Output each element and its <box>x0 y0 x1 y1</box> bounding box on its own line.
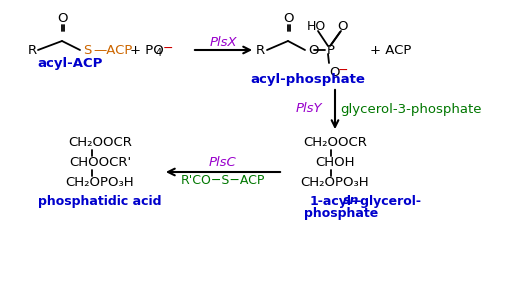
Text: R'CO−S−ACP: R'CO−S−ACP <box>181 174 265 188</box>
Text: —ACP: —ACP <box>93 44 132 56</box>
Text: CH₂OOCR: CH₂OOCR <box>68 137 132 149</box>
Text: CH₂OOCR: CH₂OOCR <box>303 137 367 149</box>
Text: CH₂OPO₃H: CH₂OPO₃H <box>301 177 369 189</box>
Text: PlsC: PlsC <box>209 156 237 170</box>
Text: CHOOCR': CHOOCR' <box>69 156 131 170</box>
Text: PlsX: PlsX <box>209 35 237 48</box>
Text: phosphatidic acid: phosphatidic acid <box>38 195 162 207</box>
Text: PlsY: PlsY <box>295 102 322 116</box>
Text: −: − <box>163 41 173 55</box>
Text: S: S <box>83 44 92 56</box>
Text: CH₂OPO₃H: CH₂OPO₃H <box>65 177 134 189</box>
Text: -glycerol-: -glycerol- <box>355 195 421 207</box>
Text: O: O <box>57 13 67 26</box>
Text: sn: sn <box>343 195 360 207</box>
Text: glycerol-3-phosphate: glycerol-3-phosphate <box>340 102 481 116</box>
Text: P: P <box>327 44 335 56</box>
Text: CHOH: CHOH <box>315 156 355 170</box>
Text: −: − <box>338 63 348 77</box>
Text: O: O <box>338 20 348 33</box>
Text: O: O <box>308 44 319 56</box>
Text: O: O <box>282 13 293 26</box>
Text: + PO: + PO <box>130 44 164 56</box>
Text: acyl-ACP: acyl-ACP <box>37 56 103 70</box>
Text: R: R <box>255 44 264 56</box>
Text: R: R <box>28 44 37 56</box>
Text: acyl-phosphate: acyl-phosphate <box>251 74 365 87</box>
Text: 4: 4 <box>156 48 162 58</box>
Text: O: O <box>329 66 339 78</box>
Text: HO: HO <box>306 20 326 33</box>
Text: + ACP: + ACP <box>370 44 411 56</box>
Text: 1-acyl-: 1-acyl- <box>310 195 357 207</box>
Text: phosphate: phosphate <box>304 206 378 220</box>
